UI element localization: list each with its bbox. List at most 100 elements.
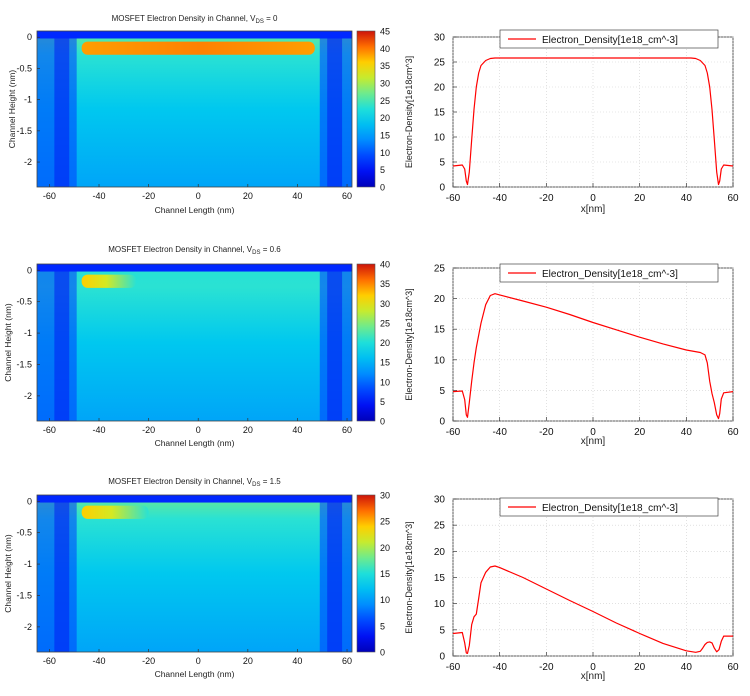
colorbar-tick-label: 15: [380, 358, 390, 368]
colorbar-tick-label: 10: [380, 377, 390, 387]
x-axis-label: Channel Length (nm): [155, 205, 235, 215]
y-tick-label: 25: [434, 58, 446, 69]
x-tick-label: -60: [446, 427, 461, 438]
chart-title: MOSFET Electron Density in Channel, VDS …: [108, 477, 281, 488]
colorbar: [356, 30, 376, 188]
colorbar-tick-label: 5: [380, 165, 385, 175]
y-tick-label: -2: [24, 157, 32, 167]
series-line-electron-density: [452, 565, 733, 655]
y-tick-label: 0: [27, 265, 32, 275]
chart-title-main: MOSFET Electron Density in Channel, V: [108, 477, 253, 486]
y-tick-label: 15: [434, 573, 446, 584]
y-tick-label: 5: [439, 625, 445, 636]
x-tick-label: 40: [292, 425, 302, 435]
colorbar-tick-label: 45: [380, 27, 390, 37]
heatmap-field: [37, 264, 352, 421]
colorbar-tick-label: 10: [380, 595, 390, 605]
x-axis-label: Channel Length (nm): [155, 669, 235, 679]
y-tick-label: -1: [24, 95, 32, 105]
x-tick-label: 60: [342, 425, 352, 435]
y-tick-label: 5: [439, 158, 445, 169]
series-line-electron-density: [452, 57, 734, 186]
line-panel-5: -60 -40 -20 0 20 40 60 30 25 20 15 10 5 0 Electron_Den…: [404, 495, 739, 683]
line-panel-3: -60 -40 -20 0 20 40 60 25 20 15 10 5 0 Electron_Densi…: [404, 264, 739, 448]
x-tick-label: -60: [43, 191, 56, 201]
y-tick-label: 25: [434, 521, 446, 532]
x-tick-label: -20: [142, 425, 155, 435]
y-tick-label: 0: [439, 417, 445, 428]
x-tick-label: 20: [634, 427, 646, 438]
y-tick-label: 0: [27, 32, 32, 42]
x-tick-label: -40: [93, 425, 106, 435]
inversion-layer-peak: [81, 274, 137, 288]
x-tick-label: -20: [539, 427, 554, 438]
colorbar-tick-label: 20: [380, 338, 390, 348]
y-tick-label: -1.5: [16, 126, 32, 136]
y-tick-label: 0: [439, 183, 445, 194]
y-tick-label: 20: [434, 83, 446, 94]
x-tick-label: -20: [142, 656, 155, 666]
colorbar-tick-label: 30: [380, 79, 390, 89]
chart-title: MOSFET Electron Density in Channel, VDS …: [112, 14, 278, 25]
colorbar-tick-label: 25: [380, 96, 390, 106]
inversion-layer-peak: [81, 505, 149, 519]
source-contact-band: [54, 264, 70, 421]
x-tick-label: 20: [243, 425, 253, 435]
colorbar-tick-label: 10: [380, 148, 390, 158]
x-tick-label: 0: [590, 193, 596, 204]
colorbar-tick-label: 40: [380, 44, 390, 54]
y-tick-label: 10: [434, 599, 446, 610]
chart-title-suffix: = 0.6: [261, 245, 282, 254]
x-tick-label: 20: [243, 191, 253, 201]
x-tick-label: 20: [243, 656, 253, 666]
y-axis-label: Electron-Density[1e18cm^3]: [404, 521, 414, 633]
colorbar-tick-label: 25: [380, 318, 390, 328]
x-tick-label: 20: [634, 193, 646, 204]
y-tick-label: 20: [434, 294, 446, 305]
plot-frame: [36, 30, 353, 188]
colorbar-tick-label: 0: [380, 417, 385, 427]
x-tick-label: 0: [196, 425, 201, 435]
colorbar-tick-label: 20: [380, 543, 390, 553]
y-axis-label: Channel Height (nm): [7, 70, 17, 149]
drain-contact-band: [327, 264, 343, 421]
colorbar-tick-label: 5: [380, 621, 385, 631]
x-tick-label: 40: [292, 191, 302, 201]
y-tick-label: 30: [434, 33, 446, 44]
x-axis-label: x[nm]: [581, 436, 606, 447]
x-tick-label: -60: [446, 193, 461, 204]
x-tick-label: 60: [727, 427, 739, 438]
y-tick-label: 0: [439, 652, 445, 663]
legend-entry: Electron_Density[1e18_cm^-3]: [542, 503, 678, 514]
inversion-layer-peak: [81, 41, 315, 55]
heatmap-panel-0: 45 40 35 30 25 20 15 10 5 0 -60 -40 -20 0 20 40 60 0 -0.5 -…: [7, 14, 390, 215]
colorbar-tick-label: 40: [380, 260, 390, 270]
y-tick-label: 10: [434, 133, 446, 144]
x-tick-label: -40: [93, 656, 106, 666]
colorbar-tick-label: 35: [380, 279, 390, 289]
line-panel-1: -60 -40 -20 0 20 40 60 30 25 20 15 10 5 0 Electron_Den…: [404, 29, 739, 215]
chart-title-suffix: = 1.5: [261, 477, 282, 486]
y-tick-label: 20: [434, 547, 446, 558]
x-tick-label: -40: [492, 427, 507, 438]
x-tick-label: 0: [196, 191, 201, 201]
legend-entry: Electron_Density[1e18_cm^-3]: [542, 269, 678, 280]
y-tick-label: 25: [434, 264, 446, 275]
chart-title-suffix: = 0: [264, 14, 278, 23]
x-tick-label: -20: [539, 662, 554, 673]
oxide-band: [37, 495, 352, 503]
y-tick-label: 30: [434, 495, 446, 506]
x-tick-label: 40: [681, 662, 693, 673]
colorbar-tick-label: 20: [380, 113, 390, 123]
chart-title-main: MOSFET Electron Density in Channel, V: [108, 245, 253, 254]
y-tick-label: -0.5: [16, 297, 32, 307]
colorbar-tick-label: 15: [380, 131, 390, 141]
colorbar: [356, 494, 376, 653]
x-tick-label: -60: [43, 656, 56, 666]
source-contact-band: [54, 495, 70, 652]
x-tick-label: 60: [342, 656, 352, 666]
y-tick-label: -1.5: [16, 590, 32, 600]
colorbar-tick-label: 30: [380, 299, 390, 309]
y-tick-label: -2: [24, 391, 32, 401]
